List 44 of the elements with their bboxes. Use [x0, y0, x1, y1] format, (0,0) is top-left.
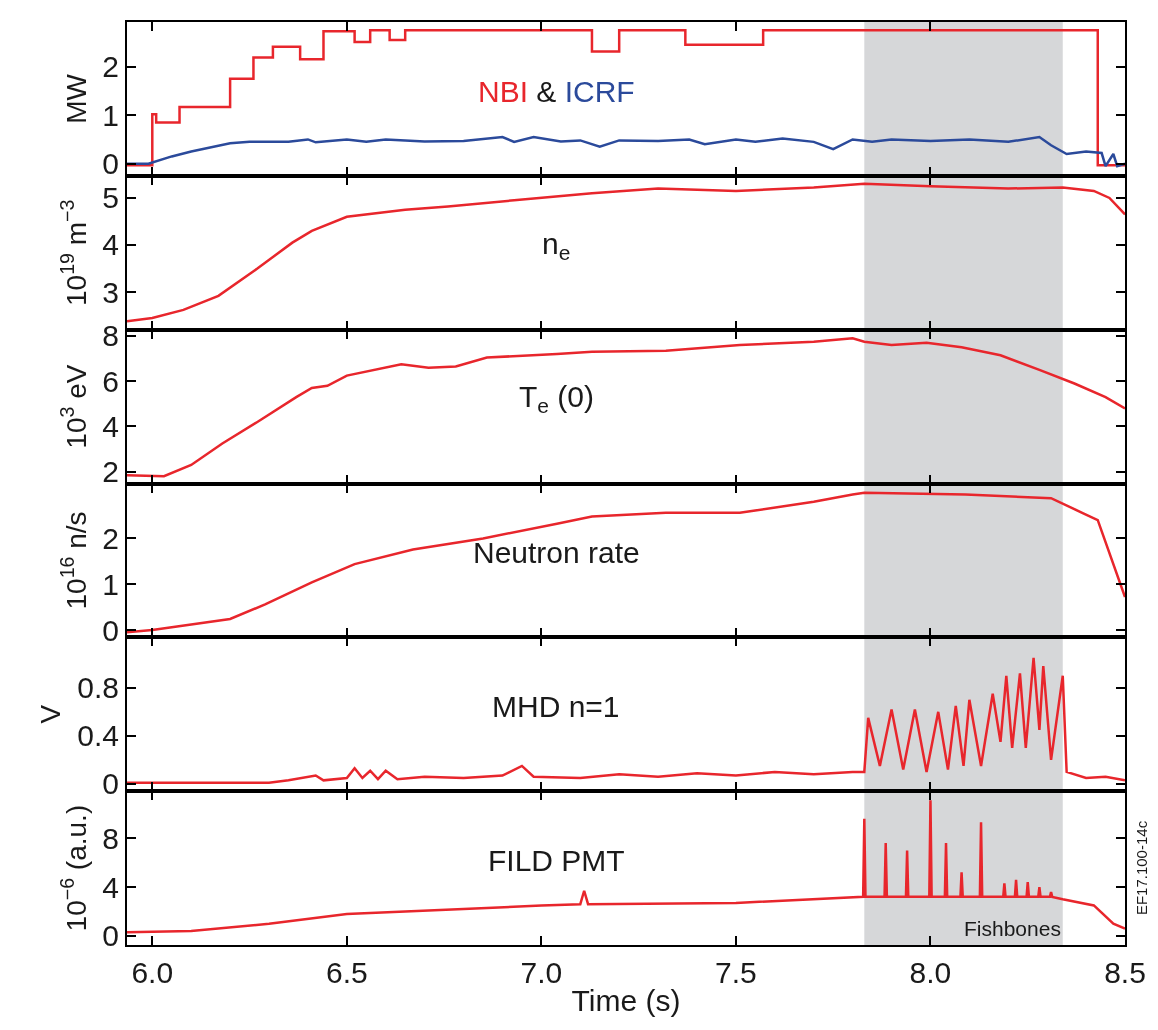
y-tick-label: 0.4: [77, 719, 119, 753]
band-label: Fishbones: [964, 917, 1061, 940]
annotation: &: [536, 75, 557, 108]
y-tick-label: 4: [102, 409, 119, 443]
text: Neutron rate: [473, 536, 640, 569]
x-tick-label: 6.5: [325, 956, 368, 989]
y-tick-label: 0: [102, 147, 119, 181]
line-series: [127, 491, 1125, 634]
y-tick-label: 8: [102, 319, 119, 353]
line-series: [127, 182, 1125, 323]
line-series: [127, 135, 1125, 168]
series-label: NBI: [478, 75, 529, 108]
y-tick-label: 4: [102, 870, 119, 904]
y-tick-label: 4: [102, 228, 119, 262]
y-tick-label: 2: [102, 50, 119, 84]
y-tick-label: 6: [102, 364, 119, 398]
y-tick-label: 5: [102, 181, 119, 215]
text: T$_{e}$ (0): [519, 380, 595, 418]
y-tick-label: 2: [102, 455, 119, 489]
y-tick-label: 3: [102, 275, 119, 309]
text: MHD n=1: [492, 690, 620, 723]
y-tick-label: 1: [102, 98, 119, 132]
y-axis-title: MW: [60, 73, 92, 124]
text: FILD PMT: [488, 844, 625, 877]
y-tick-label: 2: [102, 521, 119, 555]
y-tick-label: 0.8: [77, 671, 119, 705]
y-tick-label: 8: [102, 821, 119, 855]
y-tick-label: 0: [102, 919, 119, 953]
line-series: [127, 337, 1125, 478]
x-tick-label: 7.5: [715, 956, 757, 989]
text: n$_{e}$: [542, 227, 571, 265]
y-tick-label: 1: [102, 567, 119, 601]
y-tick-label: 0: [102, 767, 119, 801]
line-series: [127, 799, 1125, 934]
x-tick-label: 7.0: [520, 956, 563, 989]
x-tick-label: 8.5: [1104, 956, 1146, 989]
y-axis-title: V: [35, 704, 67, 724]
series-label: ICRF: [564, 75, 635, 108]
x-axis-title: Time (s): [571, 984, 681, 1017]
line-series: [127, 656, 1125, 784]
y-tick-label: 0: [102, 613, 119, 647]
text: EF17.100-14c: [1132, 820, 1150, 916]
x-tick-label: 6.0: [131, 956, 174, 989]
x-tick-label: 8.0: [909, 956, 952, 989]
